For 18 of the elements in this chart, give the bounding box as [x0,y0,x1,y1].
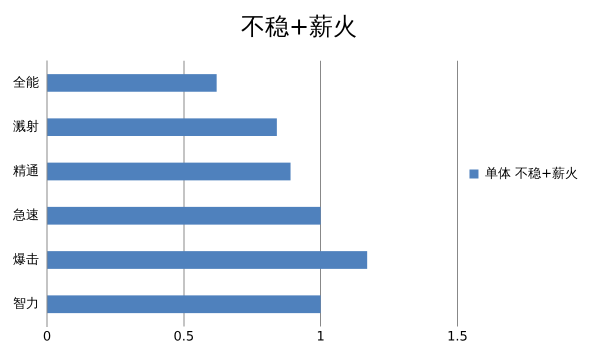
y-tick-label: 智力 [13,296,39,312]
bar [48,206,321,225]
bar [48,295,321,314]
y-tick-label: 溅射 [13,120,39,135]
x-tick-label: 1.5 [447,330,468,345]
bar [48,251,368,269]
bar [48,162,291,180]
bar [48,118,277,136]
y-tick-label: 爆击 [13,252,39,268]
x-tick-label: 0.5 [173,330,194,345]
x-tick-label: 1 [316,330,325,345]
y-tick-label: 急速 [12,208,39,224]
x-tick-label: 0 [42,330,52,345]
y-tick-label: 全能 [13,75,39,90]
chart-title: 不稳+薪火 [240,12,358,41]
y-tick-label: 精通 [13,164,39,179]
bar [48,74,217,92]
legend-label: 单体 不稳+薪火 [484,166,578,182]
